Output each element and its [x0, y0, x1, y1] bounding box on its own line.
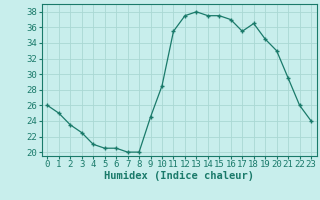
- X-axis label: Humidex (Indice chaleur): Humidex (Indice chaleur): [104, 171, 254, 181]
